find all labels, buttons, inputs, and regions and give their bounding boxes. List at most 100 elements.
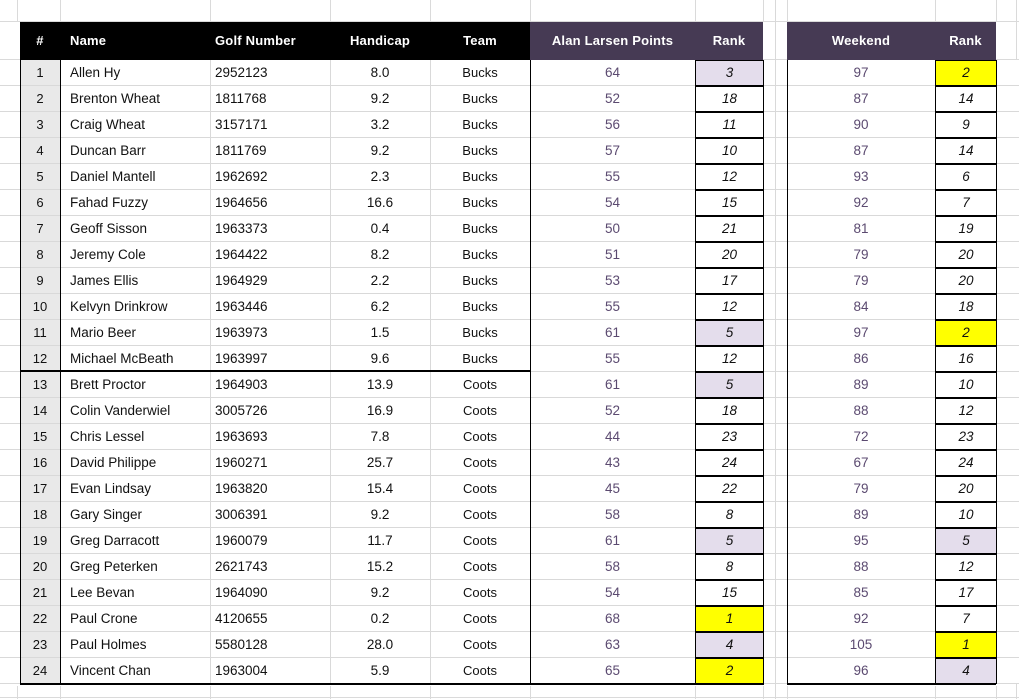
handicap-cell[interactable]: 2.2 bbox=[370, 273, 390, 288]
team-cell[interactable]: Coots bbox=[463, 481, 497, 496]
alan-points-cell[interactable]: 64 bbox=[604, 65, 621, 80]
golf-number-cell[interactable]: 1811769 bbox=[215, 143, 267, 158]
team-cell[interactable]: Bucks bbox=[462, 299, 498, 314]
row-number-cell[interactable]: 10 bbox=[20, 294, 60, 319]
team-cell[interactable]: Coots bbox=[463, 637, 497, 652]
weekend-rank-cell[interactable]: 20 bbox=[935, 268, 997, 294]
weekend-rank-cell[interactable]: 1 bbox=[935, 632, 997, 658]
alan-rank-cell[interactable]: 8 bbox=[695, 502, 764, 528]
header-handicap[interactable]: Handicap bbox=[349, 33, 411, 48]
team-cell[interactable]: Coots bbox=[463, 455, 497, 470]
name-cell[interactable]: Michael McBeath bbox=[70, 351, 174, 366]
weekend-points-cell[interactable]: 79 bbox=[853, 247, 869, 262]
weekend-points-cell[interactable]: 89 bbox=[853, 507, 869, 522]
team-cell[interactable]: Bucks bbox=[462, 195, 498, 210]
row-number-cell[interactable]: 14 bbox=[20, 398, 60, 423]
golf-number-cell[interactable]: 1964929 bbox=[215, 273, 268, 288]
golf-number-cell[interactable]: 3006391 bbox=[215, 507, 268, 522]
alan-points-cell[interactable]: 65 bbox=[604, 663, 621, 678]
row-number-cell[interactable]: 3 bbox=[20, 112, 60, 137]
weekend-rank-cell[interactable]: 23 bbox=[935, 424, 997, 450]
alan-points-cell[interactable]: 55 bbox=[604, 351, 621, 366]
golf-number-cell[interactable]: 1963997 bbox=[215, 351, 268, 366]
team-cell[interactable]: Coots bbox=[463, 403, 497, 418]
weekend-points-cell[interactable]: 95 bbox=[853, 533, 869, 548]
alan-points-cell[interactable]: 55 bbox=[604, 169, 621, 184]
team-cell[interactable]: Coots bbox=[463, 611, 497, 626]
golf-number-cell[interactable]: 3005726 bbox=[215, 403, 268, 418]
alan-rank-cell[interactable]: 12 bbox=[695, 346, 764, 372]
golf-number-cell[interactable]: 2621743 bbox=[215, 559, 268, 574]
header-weekend[interactable]: Weekend bbox=[831, 33, 891, 48]
team-cell[interactable]: Bucks bbox=[462, 351, 498, 366]
handicap-cell[interactable]: 9.2 bbox=[370, 91, 390, 106]
row-number-cell[interactable]: 9 bbox=[20, 268, 60, 293]
name-cell[interactable]: Daniel Mantell bbox=[70, 169, 156, 184]
weekend-rank-cell[interactable]: 6 bbox=[935, 164, 997, 190]
team-cell[interactable]: Bucks bbox=[462, 169, 498, 184]
team-cell[interactable]: Coots bbox=[463, 507, 497, 522]
name-cell[interactable]: Geoff Sisson bbox=[70, 221, 148, 236]
row-number-cell[interactable]: 8 bbox=[20, 242, 60, 267]
alan-points-cell[interactable]: 61 bbox=[604, 325, 621, 340]
weekend-points-cell[interactable]: 97 bbox=[853, 325, 869, 340]
weekend-points-cell[interactable]: 79 bbox=[853, 481, 869, 496]
row-number-cell[interactable]: 11 bbox=[20, 320, 60, 345]
alan-rank-cell[interactable]: 18 bbox=[695, 398, 764, 424]
team-cell[interactable]: Coots bbox=[463, 533, 497, 548]
alan-points-cell[interactable]: 45 bbox=[604, 481, 621, 496]
handicap-cell[interactable]: 2.3 bbox=[370, 169, 390, 184]
weekend-rank-cell[interactable]: 19 bbox=[935, 216, 997, 242]
alan-rank-cell[interactable]: 11 bbox=[695, 112, 764, 138]
name-cell[interactable]: Lee Bevan bbox=[70, 585, 135, 600]
golf-number-cell[interactable]: 1963973 bbox=[215, 325, 268, 340]
name-cell[interactable]: Duncan Barr bbox=[70, 143, 146, 158]
header-golf-number[interactable]: Golf Number bbox=[215, 33, 296, 48]
name-cell[interactable]: Brett Proctor bbox=[70, 377, 146, 392]
handicap-cell[interactable]: 1.5 bbox=[370, 325, 390, 340]
alan-rank-cell[interactable]: 21 bbox=[695, 216, 764, 242]
alan-rank-cell[interactable]: 8 bbox=[695, 554, 764, 580]
golf-number-cell[interactable]: 1964422 bbox=[215, 247, 268, 262]
golf-number-cell[interactable]: 1960079 bbox=[215, 533, 268, 548]
alan-points-cell[interactable]: 63 bbox=[604, 637, 621, 652]
header-weekend-rank[interactable]: Rank bbox=[949, 33, 982, 48]
weekend-rank-cell[interactable]: 7 bbox=[935, 606, 997, 632]
weekend-points-cell[interactable]: 92 bbox=[853, 195, 869, 210]
golf-number-cell[interactable]: 1963004 bbox=[215, 663, 268, 678]
handicap-cell[interactable]: 25.7 bbox=[366, 455, 394, 470]
weekend-rank-cell[interactable]: 9 bbox=[935, 112, 997, 138]
header-alan-larsen-points[interactable]: Alan Larsen Points bbox=[551, 33, 674, 48]
handicap-cell[interactable]: 16.6 bbox=[366, 195, 394, 210]
alan-rank-cell[interactable]: 18 bbox=[695, 86, 764, 112]
name-cell[interactable]: Fahad Fuzzy bbox=[70, 195, 149, 210]
golf-number-cell[interactable]: 4120655 bbox=[215, 611, 268, 626]
weekend-points-cell[interactable]: 87 bbox=[853, 143, 869, 158]
team-cell[interactable]: Bucks bbox=[462, 91, 498, 106]
team-cell[interactable]: Bucks bbox=[462, 325, 498, 340]
weekend-rank-cell[interactable]: 12 bbox=[935, 554, 997, 580]
golf-number-cell[interactable]: 1963820 bbox=[215, 481, 268, 496]
golf-number-cell[interactable]: 1811768 bbox=[215, 91, 267, 106]
alan-points-cell[interactable]: 61 bbox=[604, 533, 621, 548]
handicap-cell[interactable]: 0.2 bbox=[370, 611, 390, 626]
handicap-cell[interactable]: 9.2 bbox=[370, 143, 390, 158]
handicap-cell[interactable]: 28.0 bbox=[366, 637, 394, 652]
row-number-cell[interactable]: 12 bbox=[20, 346, 60, 371]
alan-points-cell[interactable]: 50 bbox=[604, 221, 621, 236]
team-cell[interactable]: Coots bbox=[463, 663, 497, 678]
weekend-points-cell[interactable]: 90 bbox=[853, 117, 869, 132]
handicap-cell[interactable]: 15.4 bbox=[366, 481, 394, 496]
golf-number-cell[interactable]: 1962692 bbox=[215, 169, 268, 184]
weekend-points-cell[interactable]: 85 bbox=[853, 585, 869, 600]
weekend-rank-cell[interactable]: 10 bbox=[935, 372, 997, 398]
weekend-rank-cell[interactable]: 16 bbox=[935, 346, 997, 372]
alan-rank-cell[interactable]: 23 bbox=[695, 424, 764, 450]
name-cell[interactable]: Craig Wheat bbox=[70, 117, 146, 132]
row-number-cell[interactable]: 17 bbox=[20, 476, 60, 501]
row-number-cell[interactable]: 16 bbox=[20, 450, 60, 475]
weekend-points-cell[interactable]: 79 bbox=[853, 273, 869, 288]
team-cell[interactable]: Coots bbox=[463, 429, 497, 444]
weekend-points-cell[interactable]: 88 bbox=[853, 403, 869, 418]
name-cell[interactable]: Allen Hy bbox=[70, 65, 121, 80]
